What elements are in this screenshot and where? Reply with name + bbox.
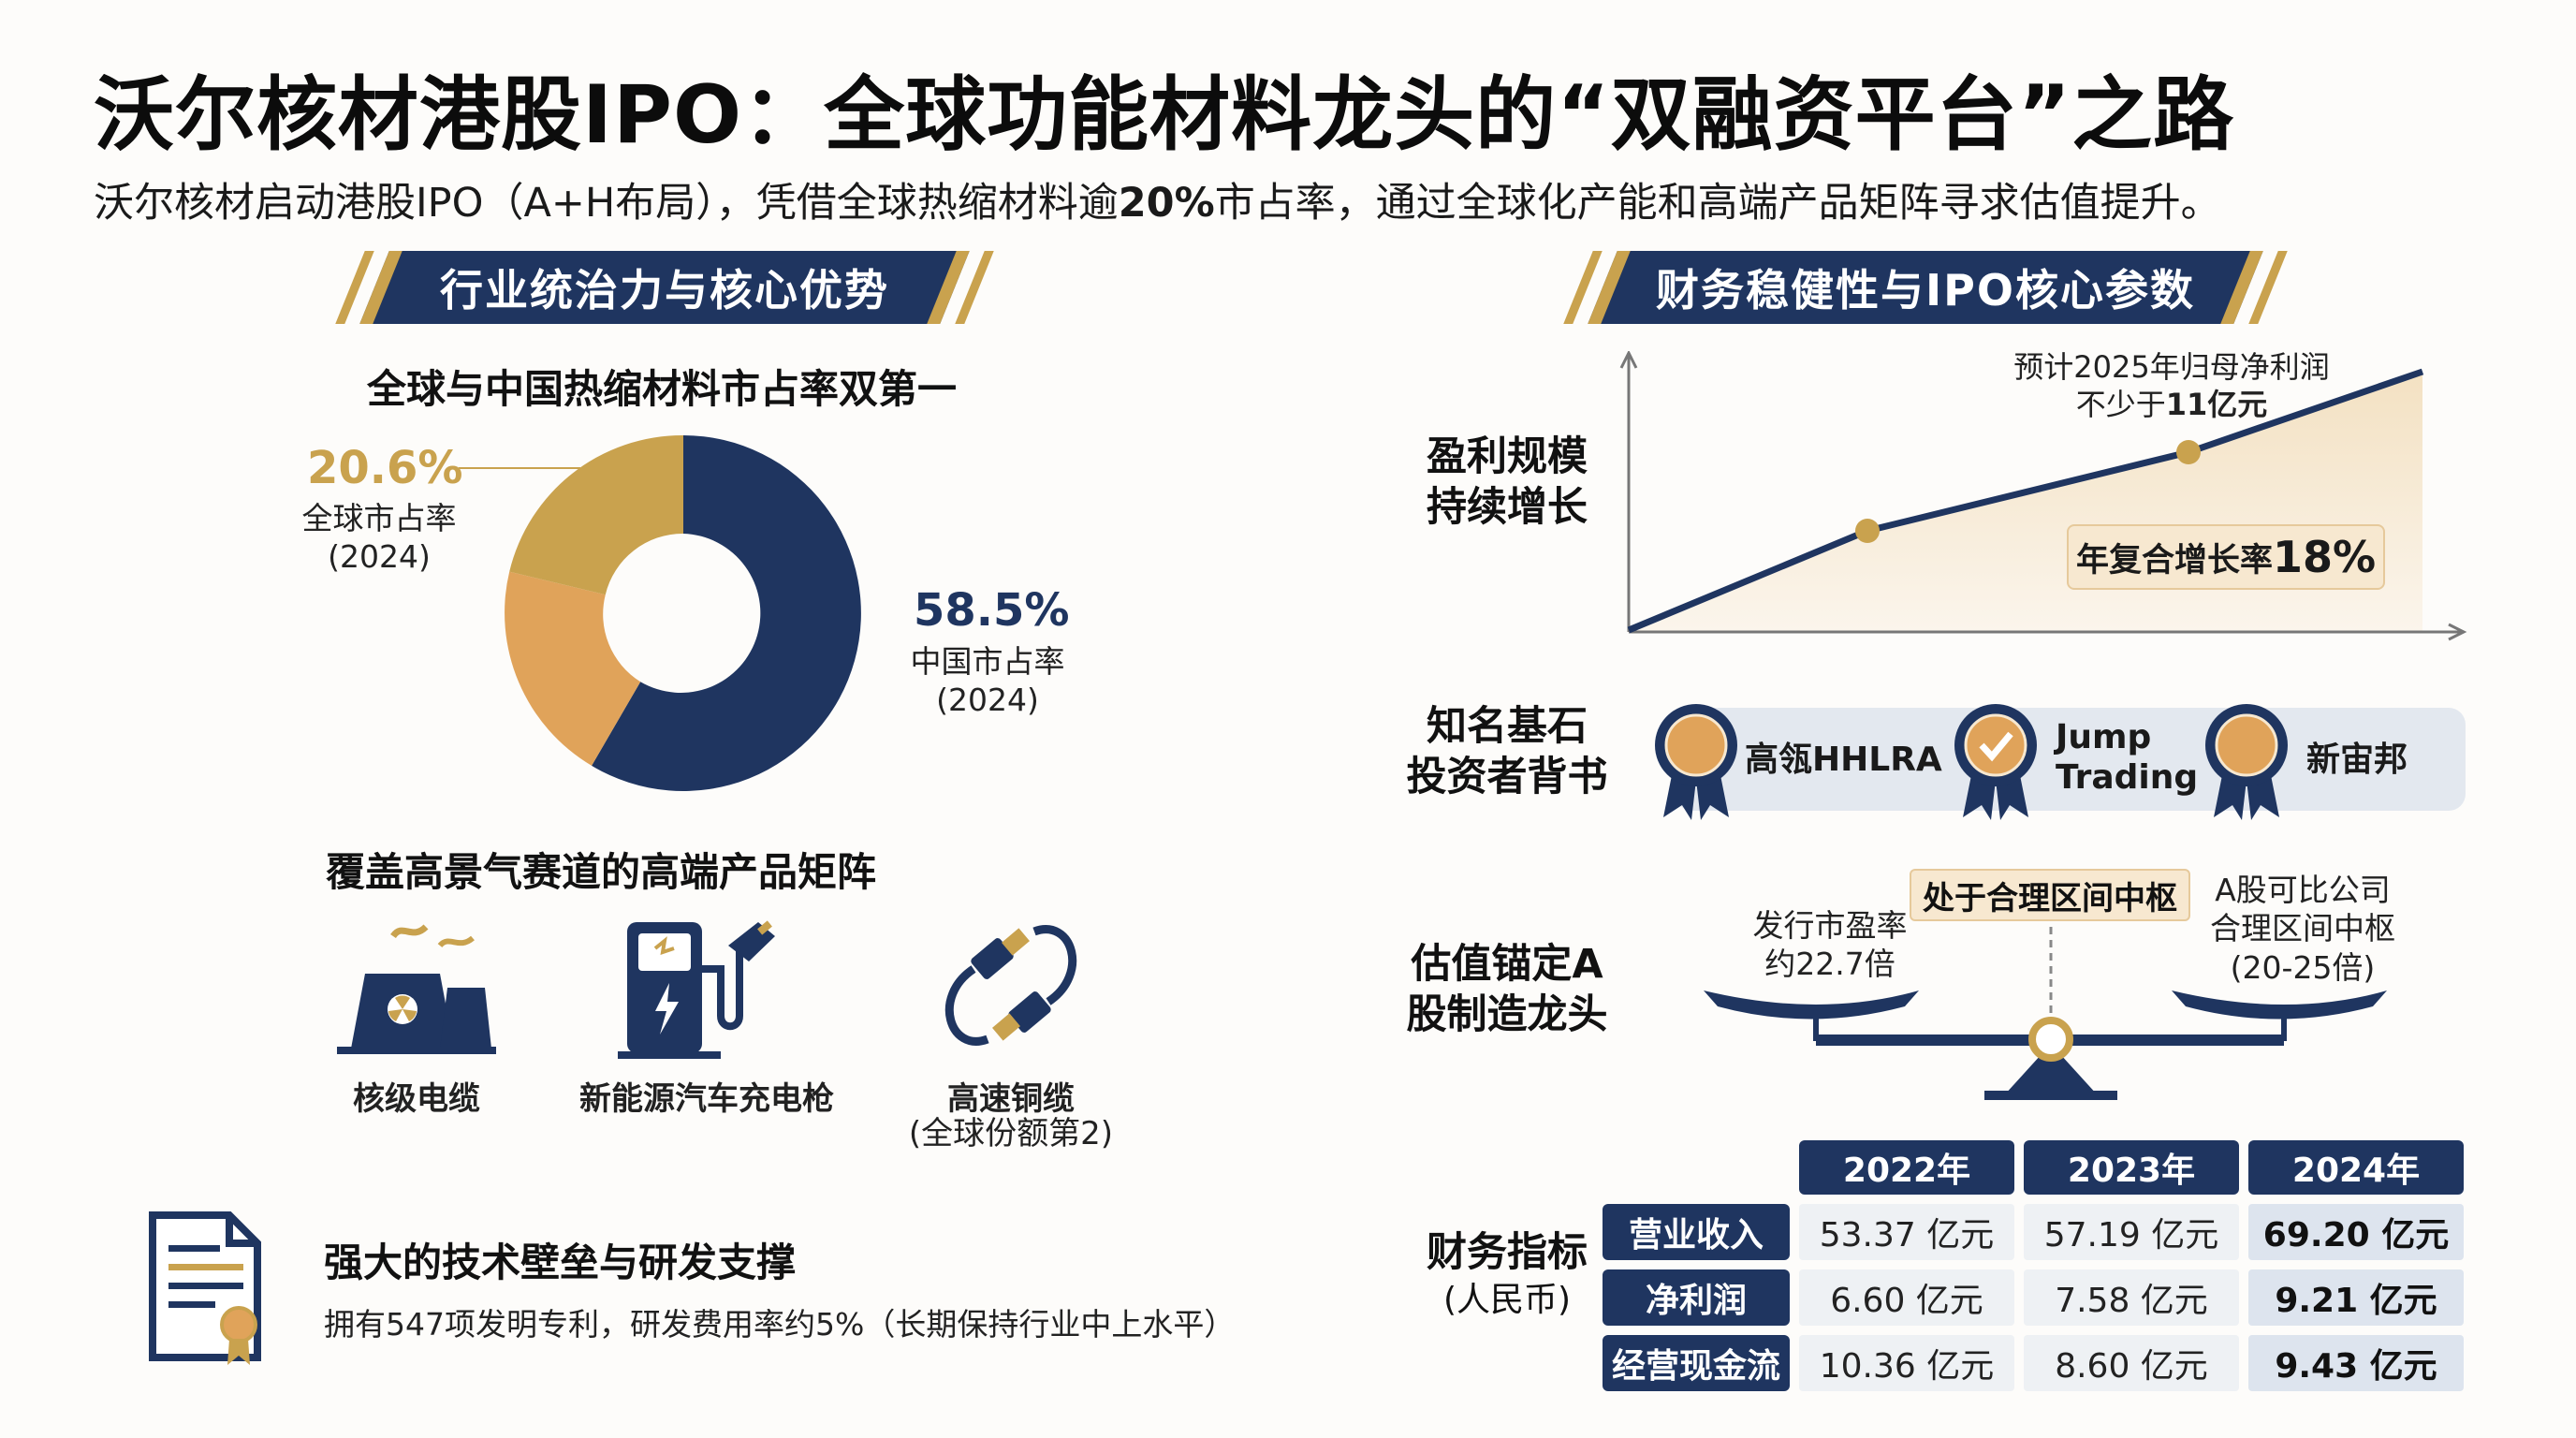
product-note-cable: (全球份额第2) bbox=[908, 1115, 1114, 1152]
tech-heading: 强大的技术壁垒与研发支撑 bbox=[324, 1240, 797, 1285]
profit-point-2 bbox=[2176, 440, 2201, 464]
profit-line bbox=[1627, 368, 2424, 634]
patent-document-icon bbox=[149, 1211, 261, 1365]
table-cell: 8.60 亿元 bbox=[2024, 1335, 2239, 1391]
financial-label: 财务指标 (人民币) bbox=[1427, 1229, 1588, 1319]
row-header-cash-flow: 经营现金流 bbox=[1603, 1335, 1790, 1391]
global-share-label: 全球市占率 (2024) bbox=[301, 500, 457, 576]
investor-bar bbox=[1676, 708, 2466, 811]
product-label-cable: 高速铜缆 bbox=[947, 1080, 1075, 1118]
donut-segment-other bbox=[505, 571, 641, 766]
product-label-ev: 新能源汽车充电枪 bbox=[579, 1080, 834, 1118]
table-cell: 6.60 亿元 bbox=[1799, 1269, 2014, 1326]
investor-label: 知名基石 投资者背书 bbox=[1406, 703, 1608, 800]
investor-badge-icon-3 bbox=[2205, 704, 2288, 820]
year-header: 2024年 bbox=[2248, 1140, 2464, 1195]
ev-charger-icon bbox=[618, 920, 775, 1059]
table-cell: 10.36 亿元 bbox=[1799, 1335, 2014, 1391]
profit-point-1 bbox=[1855, 519, 1880, 543]
table-cell: 9.43 亿元 bbox=[2248, 1335, 2464, 1391]
valuation-right-text: A股可比公司 合理区间中枢 (20-25倍) bbox=[2210, 872, 2395, 986]
year-header: 2022年 bbox=[1799, 1140, 2014, 1195]
product-label-nuclear: 核级电缆 bbox=[353, 1080, 480, 1118]
china-share-label: 中国市占率 (2024) bbox=[910, 643, 1065, 719]
market-share-heading: 全球与中国热缩材料市占率双第一 bbox=[367, 366, 958, 412]
products-heading: 覆盖高景气赛道的高端产品矩阵 bbox=[326, 849, 877, 895]
valuation-left-text: 发行市盈率 约22.7倍 bbox=[1752, 907, 1908, 983]
global-leader-line bbox=[459, 467, 580, 469]
right-section-banner: 财务稳健性与IPO核心参数 bbox=[1588, 251, 2263, 324]
profit-forecast: 预计2025年归母净利润 不少于11亿元 bbox=[2013, 349, 2330, 422]
page-title: 沃尔核材港股IPO：全球功能材料龙头的“双融资平台”之路 bbox=[94, 68, 2235, 162]
donut-segment-global bbox=[509, 434, 683, 595]
table-cell: 9.21 亿元 bbox=[2248, 1269, 2464, 1326]
year-header: 2023年 bbox=[2024, 1140, 2239, 1195]
nuclear-plant-icon bbox=[337, 924, 496, 1054]
profit-label: 盈利规模 持续增长 bbox=[1427, 433, 1588, 531]
valuation-label: 估值锚定A 股制造龙头 bbox=[1406, 941, 1608, 1038]
table-cell: 57.19 亿元 bbox=[2024, 1204, 2239, 1260]
tech-text: 拥有547项发明专利，研发费用率约5%（长期保持行业中上水平） bbox=[324, 1306, 1236, 1343]
global-share-value: 20.6% bbox=[307, 442, 463, 494]
cagr-badge: 年复合增长率 18% bbox=[2067, 524, 2385, 590]
china-share-value: 58.5% bbox=[914, 584, 1070, 637]
donut-segment-china bbox=[592, 435, 861, 791]
investor-name-xzb: 新宙邦 bbox=[2306, 741, 2408, 779]
valuation-center-badge: 处于合理区间中枢 bbox=[1910, 869, 2190, 921]
row-header-net-profit: 净利润 bbox=[1603, 1269, 1790, 1326]
row-header-revenue: 营业收入 bbox=[1603, 1204, 1790, 1260]
table-cell: 69.20 亿元 bbox=[2248, 1204, 2464, 1260]
valuation-scale-icon bbox=[1704, 927, 2387, 1100]
left-section-banner: 行业统治力与核心优势 bbox=[359, 251, 970, 324]
cable-icon bbox=[944, 925, 1077, 1046]
page-subtitle: 沃尔核材启动港股IPO（A+H布局），凭借全球热缩材料逾20%市占率，通过全球化… bbox=[94, 180, 2221, 227]
table-cell: 7.58 亿元 bbox=[2024, 1269, 2239, 1326]
table-cell: 53.37 亿元 bbox=[1799, 1204, 2014, 1260]
investor-badge-icon bbox=[1655, 704, 1737, 820]
investor-name-hhlr: 高瓴HHLRA bbox=[1745, 741, 1942, 779]
investor-badge-check-icon bbox=[1954, 704, 2037, 820]
market-share-donut bbox=[505, 434, 861, 791]
investor-name-jump: Jump Trading bbox=[2056, 718, 2199, 798]
